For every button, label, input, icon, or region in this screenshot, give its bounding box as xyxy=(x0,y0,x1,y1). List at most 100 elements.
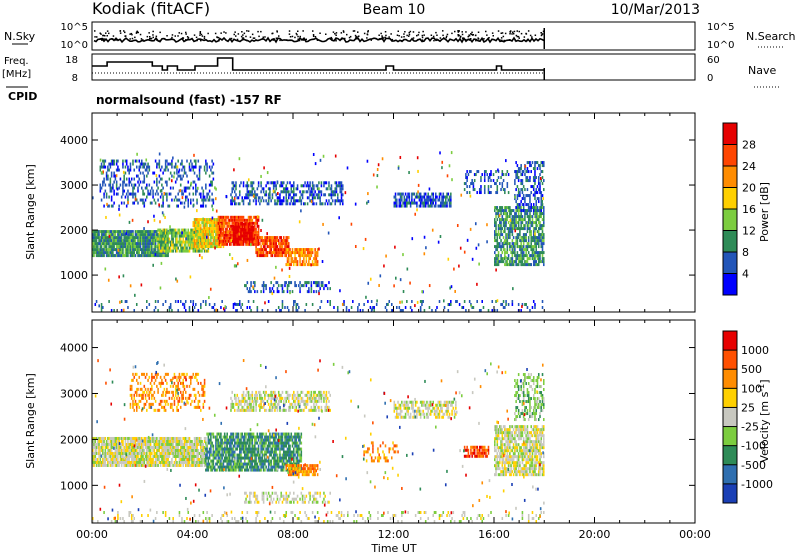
power-cell xyxy=(490,185,492,189)
power-cell xyxy=(527,203,530,207)
power-cell xyxy=(222,227,225,231)
power-cell xyxy=(511,303,514,306)
power-cell xyxy=(303,254,305,258)
power-cell xyxy=(505,209,507,213)
velocity-cell xyxy=(110,439,113,443)
velocity-cell xyxy=(144,457,147,461)
power-cell xyxy=(517,236,520,240)
power-cell xyxy=(147,251,149,255)
power-cell xyxy=(112,159,114,163)
power-cell xyxy=(540,227,543,231)
power-cell xyxy=(257,196,260,200)
power-cell xyxy=(168,231,171,235)
power-cell xyxy=(128,245,130,249)
power-cell xyxy=(114,233,117,237)
power-cell xyxy=(516,257,519,261)
power-cell xyxy=(245,193,247,197)
power-cell xyxy=(122,170,125,174)
power-cell xyxy=(162,240,164,244)
power-cell xyxy=(169,240,172,244)
velocity-cell xyxy=(162,442,164,446)
power-cell xyxy=(95,230,98,234)
power-cell xyxy=(281,190,284,194)
power-cell xyxy=(255,251,257,255)
nsearch-dot xyxy=(297,35,299,38)
power-cell xyxy=(245,231,247,235)
power-cell xyxy=(117,168,119,172)
power-cell xyxy=(183,231,186,235)
power-cell xyxy=(324,284,326,288)
velocity-cell xyxy=(92,448,94,452)
velocity-cell xyxy=(112,460,114,464)
power-cell xyxy=(179,231,182,235)
power-cell xyxy=(110,248,113,252)
power-cell xyxy=(262,248,265,252)
power-cell xyxy=(329,187,331,191)
power-cell xyxy=(303,248,305,252)
nsearch-dot xyxy=(348,36,351,39)
power-cell xyxy=(500,188,502,192)
power-cell xyxy=(197,249,200,253)
power-cell xyxy=(211,165,213,169)
power-cell xyxy=(176,198,178,202)
power-cell xyxy=(520,167,522,171)
velocity-cell xyxy=(149,451,152,455)
velocity-cell xyxy=(124,445,127,449)
velocity-cell xyxy=(112,451,114,455)
velocity-cell xyxy=(104,448,107,452)
power-cell xyxy=(255,221,257,225)
power-cell xyxy=(542,188,545,192)
power-cell xyxy=(506,248,509,252)
power-cell xyxy=(145,158,148,162)
power-cell xyxy=(525,170,527,174)
power-cell xyxy=(535,215,538,219)
power-cell xyxy=(233,218,236,222)
power-cell xyxy=(290,184,293,188)
nsearch-dot xyxy=(342,30,345,32)
velocity-cell xyxy=(142,460,144,464)
power-cell xyxy=(171,240,173,244)
power-cell xyxy=(534,161,536,165)
power-cell xyxy=(423,235,426,239)
nsearch-dot xyxy=(470,33,473,36)
power-cell xyxy=(264,193,266,197)
power-cell xyxy=(161,183,163,187)
power-cell xyxy=(280,242,282,246)
power-cell xyxy=(213,230,216,234)
velocity-cell xyxy=(147,454,149,458)
power-cell xyxy=(217,218,220,222)
power-cell xyxy=(154,230,157,234)
power-cell xyxy=(187,249,190,253)
power-cell xyxy=(266,236,269,240)
power-cell xyxy=(188,231,191,235)
power-cell xyxy=(198,230,201,234)
power-cell xyxy=(249,218,251,222)
power-colorbar-tick-label: 8 xyxy=(742,246,749,259)
power-cell xyxy=(157,300,159,303)
power-cell xyxy=(331,199,334,203)
power-cell xyxy=(193,249,196,253)
power-cell xyxy=(476,191,478,195)
power-cell xyxy=(247,215,250,219)
power-cell xyxy=(526,167,529,171)
velocity-cell xyxy=(122,436,124,440)
power-cell xyxy=(505,263,507,267)
nsearch-dot xyxy=(391,38,394,41)
power-cell xyxy=(334,193,337,197)
power-cell xyxy=(320,190,323,194)
power-cell xyxy=(434,195,437,199)
power-cell xyxy=(274,181,276,185)
nsearch-dot xyxy=(316,39,319,41)
nsearch-dot xyxy=(140,38,143,40)
power-cell xyxy=(156,254,158,258)
power-cell xyxy=(177,240,179,244)
velocity-cell xyxy=(118,439,120,443)
power-cell xyxy=(529,212,531,216)
power-cell xyxy=(94,245,97,249)
nsearch-dot xyxy=(214,32,217,35)
power-cell xyxy=(108,254,110,258)
power-cell xyxy=(183,303,186,306)
power-cell xyxy=(188,186,191,190)
power-cell xyxy=(328,184,330,188)
power-cell xyxy=(215,230,217,234)
